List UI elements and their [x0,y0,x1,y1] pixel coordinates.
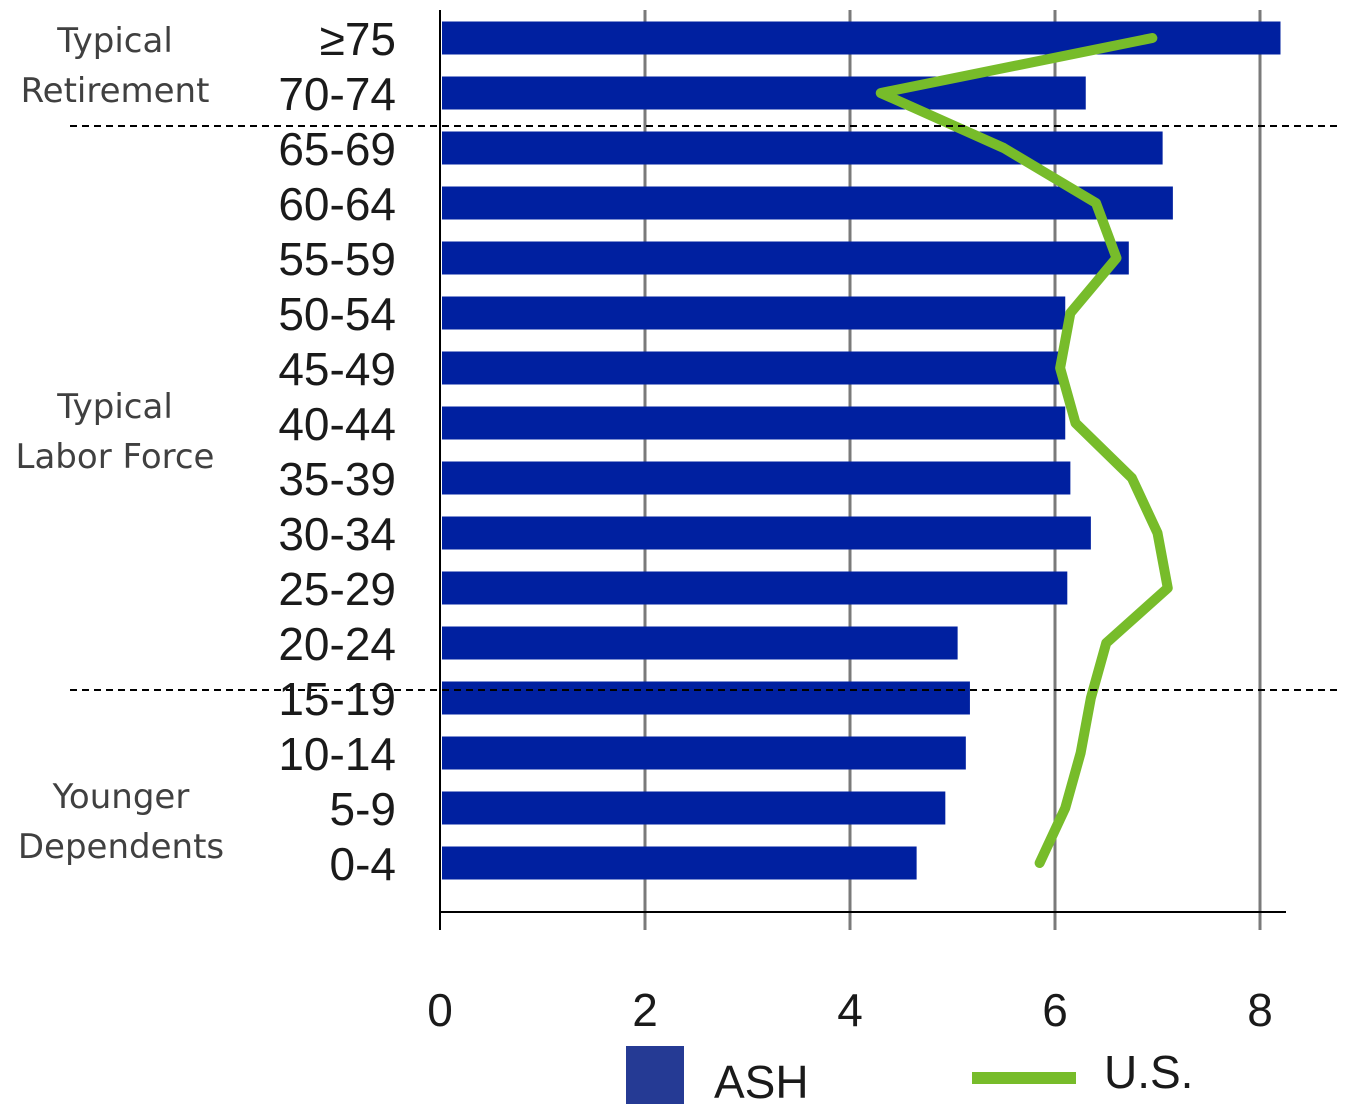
legend-us-label: U.S. [1104,1046,1193,1098]
category-label: 0-4 [330,838,396,890]
ash-bar [442,131,1163,165]
category-label: 60-64 [278,178,396,230]
us-series-line [875,33,1173,868]
category-label: 15-19 [278,673,396,725]
category-label: 10-14 [278,728,396,780]
category-labels: ≥7570-7465-6960-6455-5950-5445-4940-4435… [278,13,396,890]
group-label-retirement-line2: Retirement [21,71,210,111]
ash-bar [442,626,958,660]
ash-bars [442,21,1281,880]
category-label: 5-9 [330,783,396,835]
ash-bar [442,186,1173,220]
legend-ash-swatch [626,1046,684,1104]
ash-bar [442,681,970,715]
category-label: 65-69 [278,123,396,175]
group-label-labor-line2: Labor Force [16,437,215,477]
legend: ASH U.S. [626,1046,1193,1104]
category-label: 20-24 [278,618,396,670]
category-label: 25-29 [278,563,396,615]
legend-ash-label: ASH [714,1056,809,1104]
group-label-retirement-line1: Typical [56,21,173,61]
category-label: ≥75 [320,13,396,65]
x-tick-label: 8 [1247,984,1273,1036]
ash-bar [442,571,1068,605]
ash-bar [442,516,1091,550]
category-label: 45-49 [278,343,396,395]
category-label: 70-74 [278,68,396,120]
category-label: 50-54 [278,288,396,340]
category-label: 55-59 [278,233,396,285]
ash-bar [442,296,1066,330]
category-label: 30-34 [278,508,396,560]
ash-bar [442,351,1061,385]
ash-bar [442,736,966,770]
x-tick-label: 6 [1042,984,1068,1036]
group-label-labor-line1: Typical [56,387,173,427]
x-tick-label: 4 [837,984,863,1036]
ash-bar [442,76,1086,110]
ash-bar [442,406,1066,440]
ash-bar [442,846,917,880]
x-tick-labels: 0 2 4 6 8 [427,984,1273,1036]
category-label: 40-44 [278,398,396,450]
ash-bar [442,461,1071,495]
x-tick-label: 2 [632,984,658,1036]
group-label-dependents-line2: Dependents [18,827,224,867]
ash-bar [442,791,946,825]
group-label-dependents-line1: Younger [52,777,190,817]
x-tick-label: 0 [427,984,453,1036]
ash-bar [442,241,1129,275]
category-label: 35-39 [278,453,396,505]
